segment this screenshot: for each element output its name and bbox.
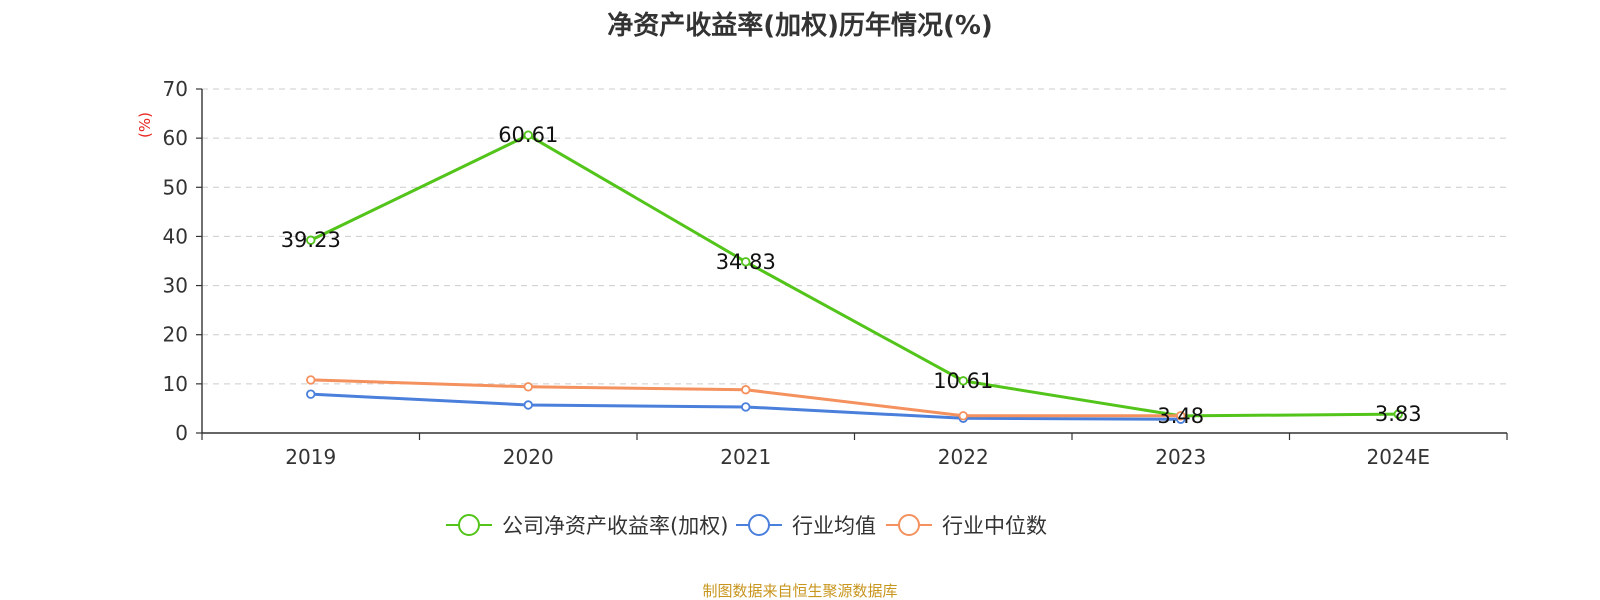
data-point [958,411,968,421]
legend-label: 公司净资产收益率(加权) [502,514,728,538]
y-tick-label: 50 [163,175,188,199]
data-point [306,235,316,245]
legend-label: 行业均值 [792,514,876,538]
data-point [958,376,968,386]
axes: 0 10 20 30 40 50 60 70 2019 2020 2021 2022 2023 2024E [163,77,1508,469]
data-labels: 39.23 60.61 34.83 10.61 3.48 3.83 [281,123,1422,428]
y-tick-label: 40 [163,224,188,248]
y-tick-label: 30 [163,274,188,298]
y-axis-label: (%) [136,112,154,138]
data-label: 3.83 [1375,402,1422,426]
data-point [306,375,316,385]
legend-label: 行业中位数 [942,514,1047,538]
y-tick-label: 0 [175,421,188,445]
y-tick-label: 10 [163,372,188,396]
data-label: 10.61 [933,369,993,393]
data-point [523,400,533,410]
series-lines [306,130,1403,424]
y-tick-label: 70 [163,77,188,101]
data-point [523,130,533,140]
legend-marker [458,514,480,536]
x-tick-label: 2022 [938,445,989,469]
data-label: 60.61 [498,123,558,147]
y-tick-label: 20 [163,323,188,347]
data-point [1176,411,1186,421]
grid-lines [202,88,1507,385]
data-label: 34.83 [716,250,776,274]
data-point [741,402,751,412]
legend-marker [898,514,920,536]
data-point [523,382,533,392]
x-tick-label: 2019 [285,445,336,469]
series-line-0 [310,133,1399,418]
legend-marker [748,514,770,536]
data-point [306,389,316,399]
x-tick-label: 2023 [1155,445,1206,469]
data-point [741,385,751,395]
data-point [1393,409,1403,419]
source-note: 制图数据来自恒生聚源数据库 [702,582,897,600]
x-tick-label: 2020 [503,445,554,469]
x-tick-label: 2021 [720,445,771,469]
y-tick-label: 60 [163,126,188,150]
data-label: 3.48 [1157,404,1204,428]
chart-title: 净资产收益率(加权)历年情况(%) [607,10,993,41]
data-point [741,257,751,267]
legend[interactable]: 公司净资产收益率(加权) 行业均值 行业中位数 [446,514,1047,538]
data-label: 39.23 [281,228,341,252]
x-tick-label: 2024E [1366,445,1430,469]
